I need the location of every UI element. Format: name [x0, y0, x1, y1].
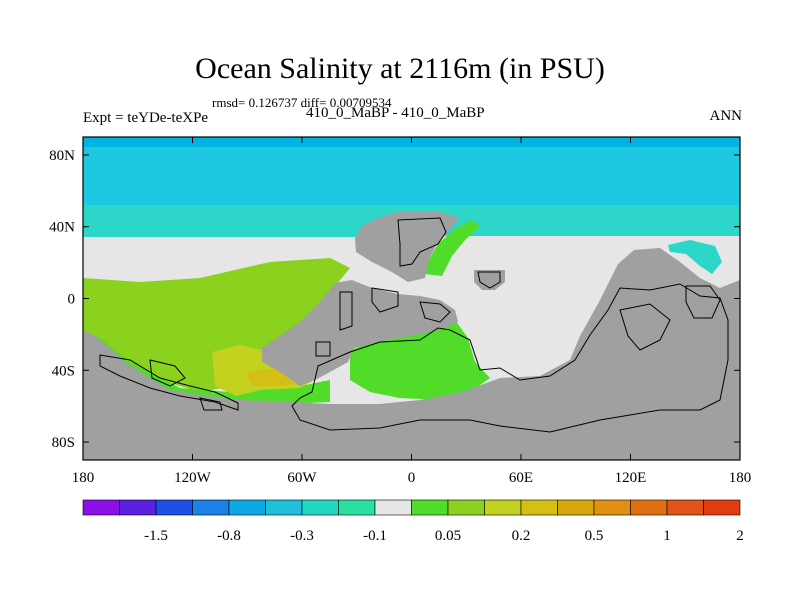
colorbar-label: -0.8	[217, 528, 241, 544]
colorbar-swatch	[666, 499, 704, 516]
coastline-7	[419, 301, 451, 323]
colorbar-label: -0.1	[363, 528, 387, 544]
colorbar-swatch	[82, 499, 120, 516]
x-tick-label: 60E	[509, 470, 533, 486]
y-axis: 80N 40N 0 40S 80S	[49, 148, 740, 451]
land-central-continent	[262, 280, 458, 386]
map-field	[83, 137, 740, 460]
colorbar-swatch	[374, 499, 412, 516]
colorbar-swatch	[338, 499, 376, 516]
colorbar-swatch	[411, 499, 449, 516]
x-tick-label: 120E	[615, 470, 647, 486]
y-tick-label: 80N	[49, 148, 75, 164]
y-tick-label: 40S	[52, 363, 75, 379]
coastline-4	[339, 291, 353, 331]
colorbar-swatch	[447, 499, 485, 516]
colorbar-swatch	[557, 499, 595, 516]
coastline-1	[99, 354, 239, 411]
coastline-8	[315, 341, 331, 357]
colorbar-label: 2	[736, 528, 744, 544]
x-tick-label: 180	[729, 470, 752, 486]
colorbar-swatch	[119, 499, 157, 516]
x-tick-label: 120W	[174, 470, 212, 486]
colorbar-label: -1.5	[144, 528, 168, 544]
land-small-island	[474, 270, 505, 290]
colorbar-swatch	[593, 499, 631, 516]
coastline-6	[477, 271, 501, 289]
coastlines	[99, 217, 729, 433]
colorbar-label: 0.05	[435, 528, 461, 544]
colorbar-swatch	[228, 499, 266, 516]
season-label: ANN	[709, 108, 743, 124]
land-west-fringe	[83, 248, 740, 460]
coastline-10	[685, 285, 721, 319]
pacific-green-area	[83, 258, 350, 392]
map-title: Ocean Salinity at 2116m (in PSU)	[195, 52, 605, 85]
pacific-teal-patch	[668, 240, 722, 274]
colorbar-label: 0.5	[585, 528, 604, 544]
stats-text: rmsd= 0.126737 diff= 0.00709534	[212, 95, 392, 110]
mediterranean-green	[425, 220, 480, 276]
land-north-continent	[355, 212, 460, 282]
land-masses	[83, 212, 740, 460]
coastline-3	[397, 217, 447, 267]
northern-band	[83, 147, 740, 205]
colorbar-swatch	[630, 499, 668, 516]
y-tick-label: 80S	[52, 435, 75, 451]
y-tick-label: 40N	[49, 220, 75, 236]
colorbar: -1.5 -0.8 -0.3 -0.1 0.05 0.2 0.5 1 2	[82, 499, 744, 544]
coastline-9	[619, 303, 671, 351]
y-tick-label: 0	[68, 292, 76, 308]
colorbar-label: -0.3	[290, 528, 314, 544]
colorbar-swatch	[301, 499, 339, 516]
colorbar-swatch	[192, 499, 230, 516]
x-tick-label: 60W	[287, 470, 317, 486]
map-subtitle: 410_0_MaBP - 410_0_MaBP	[306, 105, 485, 121]
x-axis: 180 120W 60W 0 60E 120E 180	[72, 137, 752, 486]
colorbar-swatch	[520, 499, 558, 516]
coastline-11	[149, 359, 186, 387]
experiment-label: Expt = teYDe-teXPe	[83, 110, 209, 126]
colorbar-label: 1	[663, 528, 671, 544]
coastline-12	[199, 397, 223, 411]
x-tick-label: 0	[408, 470, 416, 486]
colorbar-swatch	[155, 499, 193, 516]
colorbar-label: 0.2	[512, 528, 531, 544]
coastline-2	[291, 283, 729, 433]
colorbar-swatch	[484, 499, 522, 516]
colorbar-swatch	[265, 499, 303, 516]
coastline-5	[371, 287, 399, 313]
x-tick-label: 180	[72, 470, 95, 486]
colorbar-swatch	[703, 499, 741, 516]
